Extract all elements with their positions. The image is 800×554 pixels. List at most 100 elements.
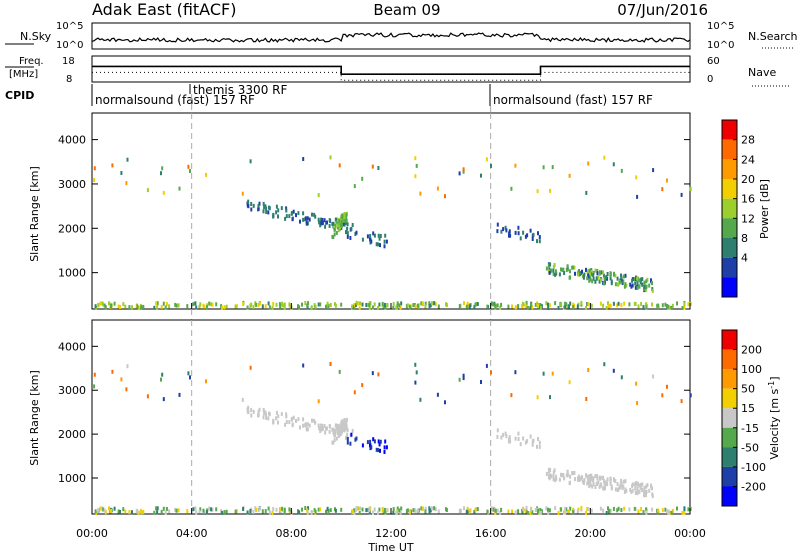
power-point bbox=[652, 168, 655, 173]
power-point bbox=[631, 283, 634, 288]
power-point bbox=[592, 276, 595, 281]
velocity-point bbox=[599, 476, 602, 481]
velocity-point bbox=[548, 476, 551, 481]
power-point bbox=[633, 301, 636, 306]
velocity-point bbox=[409, 510, 411, 515]
velocity-point bbox=[631, 488, 634, 493]
colorbar-tick-label: -50 bbox=[741, 441, 759, 454]
velocity-point bbox=[351, 428, 354, 433]
power-point bbox=[596, 269, 599, 273]
power-point bbox=[539, 305, 542, 310]
velocity-point bbox=[623, 506, 626, 511]
velocity-point bbox=[640, 482, 642, 487]
velocity-point bbox=[326, 506, 329, 511]
velocity-point bbox=[377, 511, 379, 515]
colorbar-tick-label: 8 bbox=[741, 232, 748, 245]
colorbar-segment bbox=[722, 198, 737, 219]
power-point bbox=[514, 305, 517, 310]
power-point bbox=[373, 302, 376, 307]
velocity-point bbox=[668, 510, 671, 515]
power-point bbox=[335, 230, 338, 235]
velocity-point bbox=[622, 479, 625, 484]
power-point bbox=[318, 220, 321, 225]
velocity-point bbox=[598, 484, 601, 489]
power-point bbox=[620, 273, 622, 278]
velocity-point bbox=[624, 487, 627, 492]
power-point bbox=[361, 302, 364, 307]
power-point bbox=[140, 305, 143, 310]
power-point bbox=[683, 302, 686, 306]
velocity-point bbox=[609, 481, 612, 486]
power-point bbox=[681, 306, 684, 310]
velocity-point bbox=[683, 507, 686, 512]
velocity-point bbox=[346, 428, 349, 433]
velocity-point bbox=[311, 418, 313, 423]
velocity-point bbox=[641, 487, 644, 492]
power-point bbox=[434, 302, 437, 307]
power-point bbox=[504, 225, 507, 230]
power-panel: 1000 2000 3000 4000 Slant Range [km] bbox=[28, 94, 692, 320]
velocity-point bbox=[353, 510, 356, 515]
power-point bbox=[588, 274, 591, 279]
power-point bbox=[372, 231, 375, 236]
velocity-point bbox=[223, 510, 226, 515]
velocity-point bbox=[474, 507, 477, 512]
velocity-point bbox=[355, 505, 358, 510]
velocity-y-label: Slant Range [km] bbox=[28, 370, 41, 466]
velocity-point bbox=[538, 444, 541, 449]
velocity-point bbox=[424, 506, 427, 511]
power-point bbox=[255, 302, 258, 307]
power-point bbox=[416, 303, 419, 308]
velocity-point bbox=[565, 507, 568, 512]
velocity-point bbox=[532, 438, 535, 443]
power-point bbox=[156, 301, 159, 306]
power-point bbox=[651, 288, 654, 293]
power-point bbox=[524, 234, 527, 239]
power-point bbox=[517, 304, 520, 309]
power-point bbox=[637, 304, 640, 309]
velocity-point bbox=[334, 423, 337, 428]
velocity-point bbox=[602, 479, 605, 483]
power-point bbox=[383, 244, 386, 249]
velocity-point bbox=[617, 506, 620, 511]
power-point bbox=[689, 301, 692, 306]
power-point bbox=[530, 302, 532, 307]
date-label: 07/Jun/2016 bbox=[617, 1, 708, 19]
power-point bbox=[345, 214, 348, 219]
power-point bbox=[335, 217, 338, 222]
velocity-point bbox=[198, 509, 201, 514]
power-point bbox=[524, 303, 527, 308]
velocity-panel: 1000 2000 3000 4000 Slant Range [km] bbox=[28, 319, 692, 516]
power-point bbox=[463, 301, 465, 306]
power-point bbox=[290, 211, 293, 215]
power-scatter bbox=[93, 155, 692, 311]
velocity-point bbox=[285, 414, 288, 419]
power-point bbox=[306, 221, 309, 226]
beam-label: Beam 09 bbox=[373, 1, 440, 19]
power-point bbox=[620, 168, 623, 173]
velocity-point bbox=[323, 424, 326, 429]
velocity-point bbox=[262, 408, 265, 412]
velocity-point bbox=[486, 509, 489, 514]
velocity-point bbox=[354, 508, 357, 513]
power-point bbox=[429, 303, 432, 308]
velocity-point bbox=[437, 509, 440, 514]
colorbar-segment bbox=[722, 349, 737, 370]
power-point bbox=[265, 206, 268, 211]
velocity-point bbox=[492, 507, 495, 512]
velocity-point bbox=[548, 508, 551, 513]
power-point bbox=[643, 280, 646, 285]
power-y-axis: 1000 2000 3000 4000 bbox=[58, 134, 690, 280]
velocity-point bbox=[131, 510, 133, 515]
velocity-point bbox=[414, 380, 417, 385]
power-point bbox=[589, 277, 592, 282]
velocity-point bbox=[160, 377, 162, 382]
velocity-point bbox=[643, 485, 646, 490]
power-point bbox=[636, 286, 639, 290]
velocity-point bbox=[609, 478, 612, 483]
velocity-point bbox=[314, 420, 317, 425]
velocity-point bbox=[124, 509, 127, 514]
velocity-point bbox=[187, 371, 190, 376]
power-point bbox=[406, 303, 409, 308]
velocity-point bbox=[465, 509, 468, 514]
